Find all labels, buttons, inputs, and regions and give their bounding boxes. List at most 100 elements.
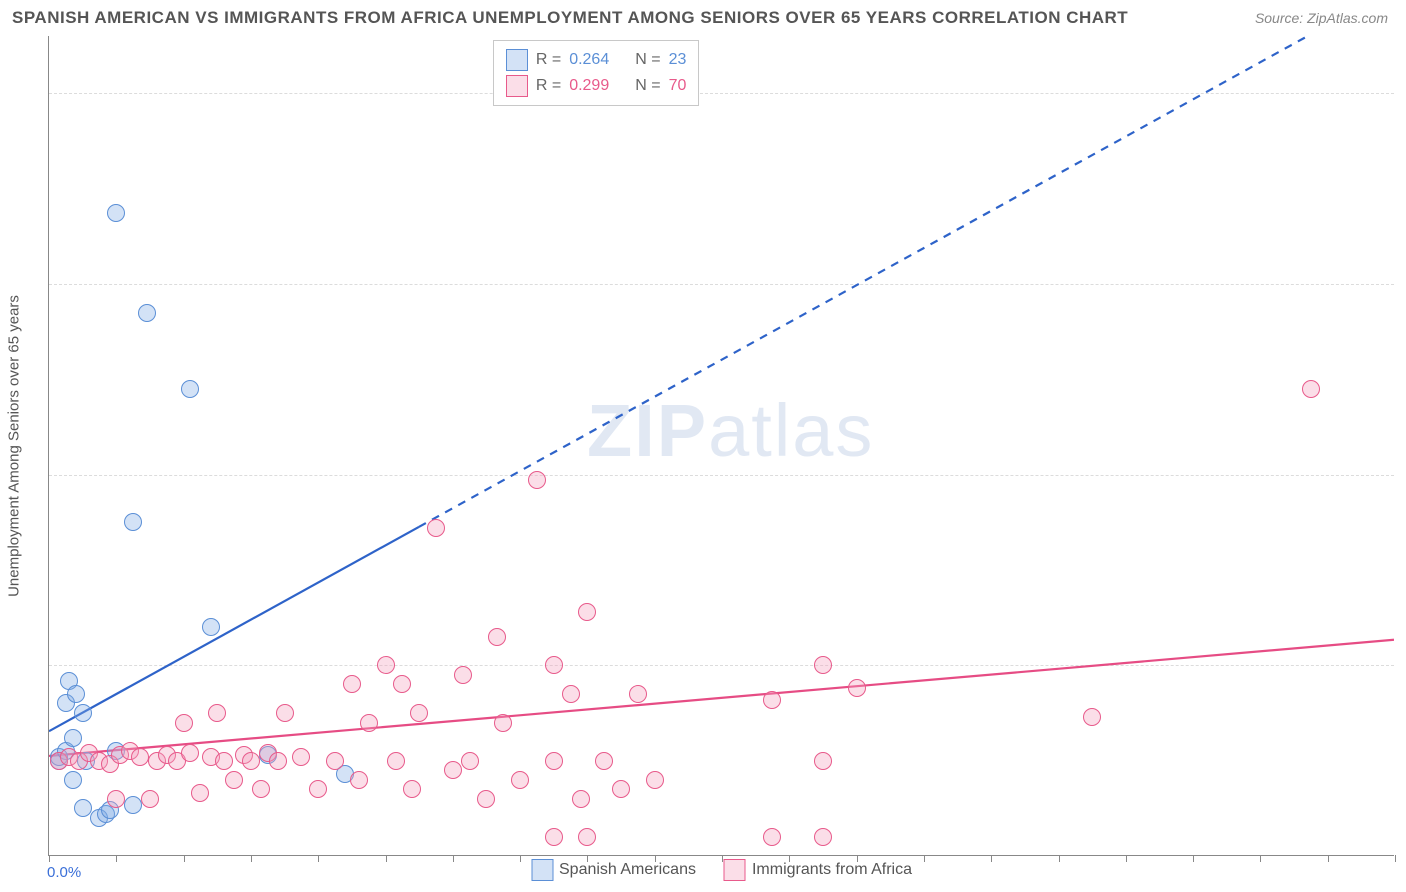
data-point [215,752,233,770]
data-point [138,304,156,322]
data-point [528,471,546,489]
trend-lines [49,36,1394,855]
legend-swatch [506,49,528,71]
legend-swatch [506,75,528,97]
legend-swatch [724,859,746,881]
x-tick [1328,855,1329,862]
x-tick [453,855,454,862]
x-tick [520,855,521,862]
x-tick [1193,855,1194,862]
y-tick-label: 10.0% [1399,657,1406,674]
data-point [545,752,563,770]
data-point [403,780,421,798]
r-label: R = [536,51,561,69]
legend-series-name: Spanish Americans [559,861,696,878]
data-point [545,828,563,846]
x-tick [924,855,925,862]
data-point [1302,380,1320,398]
x-tick [386,855,387,862]
x-tick [1395,855,1396,862]
data-point [763,828,781,846]
data-point [124,513,142,531]
trend-line-solid [49,640,1394,756]
data-point [292,748,310,766]
x-axis-min-label: 0.0% [47,864,81,881]
watermark: ZIPatlas [587,388,874,473]
source-credit: Source: ZipAtlas.com [1255,10,1388,26]
x-tick [116,855,117,862]
x-tick [318,855,319,862]
y-axis-label: Unemployment Among Seniors over 65 years [6,295,23,597]
data-point [64,771,82,789]
data-point [276,704,294,722]
legend-item: Spanish Americans [531,859,696,881]
n-value: 23 [669,51,687,69]
data-point [387,752,405,770]
r-value: 0.299 [569,77,609,95]
x-tick [184,855,185,862]
watermark-bold: ZIP [587,389,708,472]
data-point [309,780,327,798]
source-name: ZipAtlas.com [1307,10,1388,26]
watermark-rest: atlas [708,389,874,472]
data-point [646,771,664,789]
data-point [814,828,832,846]
data-point [202,618,220,636]
data-point [410,704,428,722]
data-point [107,790,125,808]
r-label: R = [536,77,561,95]
data-point [511,771,529,789]
x-tick [991,855,992,862]
data-point [107,204,125,222]
data-point [131,748,149,766]
data-point [814,656,832,674]
data-point [629,685,647,703]
data-point [427,519,445,537]
x-axis-max-label: 40.0% [1399,864,1406,881]
data-point [477,790,495,808]
data-point [181,380,199,398]
r-value: 0.264 [569,51,609,69]
data-point [64,729,82,747]
data-point [612,780,630,798]
stats-legend-row: R = 0.299 N = 70 [506,73,687,99]
data-point [360,714,378,732]
data-point [175,714,193,732]
data-point [572,790,590,808]
stats-legend-row: R =0.264N =23 [506,47,687,73]
data-point [488,628,506,646]
gridline [49,284,1394,285]
y-tick-label: 30.0% [1399,275,1406,292]
data-point [74,799,92,817]
gridline [49,93,1394,94]
x-tick [49,855,50,862]
x-tick [1059,855,1060,862]
data-point [208,704,226,722]
data-point [67,685,85,703]
n-label: N = [635,77,660,95]
trend-line-solid [49,527,419,731]
plot-area: 10.0%20.0%30.0%40.0% ZIPatlas R =0.264N … [48,36,1394,856]
data-point [393,675,411,693]
y-tick-label: 20.0% [1399,466,1406,483]
data-point [74,704,92,722]
data-point [124,796,142,814]
x-tick [251,855,252,862]
data-point [494,714,512,732]
data-point [454,666,472,684]
data-point [1083,708,1101,726]
x-tick [1126,855,1127,862]
data-point [191,784,209,802]
chart-title: SPANISH AMERICAN VS IMMIGRANTS FROM AFRI… [12,8,1128,28]
data-point [269,752,287,770]
data-point [461,752,479,770]
trend-line-dashed [419,36,1394,527]
data-point [814,752,832,770]
data-point [350,771,368,789]
x-tick [1260,855,1261,862]
legend-series-name: Immigrants from Africa [752,861,912,878]
n-value: 70 [669,77,687,95]
gridline [49,665,1394,666]
data-point [578,828,596,846]
data-point [377,656,395,674]
